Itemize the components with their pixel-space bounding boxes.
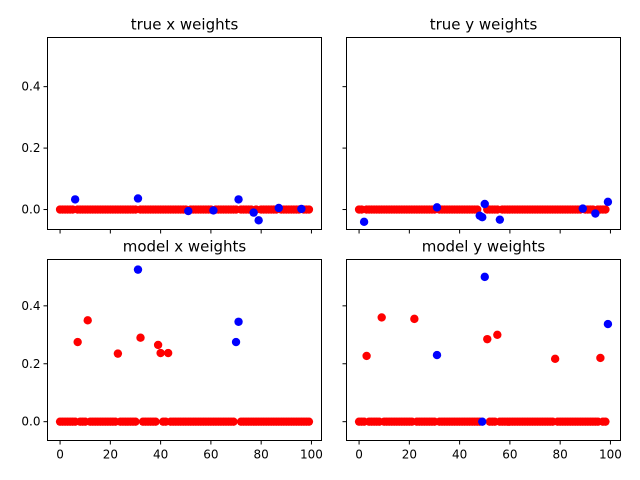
data-point-red [304,205,314,214]
chart-title: true x weights [131,16,239,34]
data-point-blue [133,194,143,203]
x-tick-label: 100 [599,448,622,462]
data-point-blue [70,195,80,204]
data-point-red [73,337,82,347]
data-point-blue [478,213,487,222]
data-point-red [362,351,371,361]
x-tick-label: 40 [153,448,168,462]
data-point-blue [234,317,243,326]
data-point-blue [297,204,306,214]
data-point-blue [359,217,369,227]
data-point-blue [133,265,143,274]
chart-title: model x weights [123,238,247,256]
data-point-red [136,333,145,342]
x-tick-label: 20 [103,448,118,462]
data-point-red [596,353,605,363]
data-point-blue [478,417,487,426]
x-tick-label: 20 [402,448,417,462]
data-point-blue [254,216,263,225]
x-tick-label: 80 [553,448,568,462]
data-point-blue [578,204,587,213]
chart-panel-4: model y weights 0 20 40 60 80 100 [342,238,622,462]
data-point-red [377,313,386,322]
y-tick-label: 0.2 [21,141,40,155]
data-point-red [163,348,173,358]
data-point-red [493,330,502,339]
data-point-red [304,417,314,426]
x-tick-label: 100 [300,448,323,462]
data-point-red [113,349,123,358]
data-point-blue [231,337,241,347]
x-tick-label: 0 [355,448,363,462]
data-point-red [131,417,140,426]
x-tick-label: 60 [502,448,517,462]
data-point-red [601,417,610,426]
data-point-blue [432,203,442,212]
data-point-red [151,417,160,426]
axes-frame [346,259,621,441]
x-tick-label: 60 [203,448,218,462]
y-tick-label: 0.0 [21,203,40,217]
chart-panel-2: true y weights [342,16,621,234]
data-point-blue [603,319,613,329]
data-point-blue [432,350,442,360]
x-tick-label: 0 [56,448,64,462]
data-point-blue [603,197,613,207]
data-point-red [153,340,163,350]
data-point-red [410,314,419,324]
y-tick-label: 0.2 [21,357,40,371]
axes-frame [47,259,322,441]
data-point-red [550,354,560,364]
data-point-red [229,417,238,426]
y-tick-label: 0.4 [21,299,40,313]
data-point-red [156,348,165,358]
data-point-blue [591,209,600,218]
chart-panel-3: model x weights 0 20 40 60 80 100 0.0 0.2 0.4 [21,238,322,462]
data-point-red [483,334,492,344]
axes-frame [346,37,621,230]
axes-frame [47,37,322,230]
data-point-blue [480,199,489,209]
y-tick-label: 0.4 [21,80,40,94]
chart-title: true y weights [430,16,538,34]
data-point-blue [495,215,505,224]
x-tick-label: 40 [452,448,467,462]
data-point-blue [234,195,243,204]
x-tick-label: 80 [254,448,269,462]
data-point-blue [184,206,193,216]
y-tick-label: 0.0 [21,415,40,429]
chart-title: model y weights [422,238,546,256]
chart-panel-1: true x weights 0.0 0.2 0.4 [21,16,322,234]
data-point-blue [209,206,218,215]
data-point-red [83,316,92,325]
data-point-blue [480,272,489,282]
data-point-red [601,205,610,214]
data-point-blue [274,203,283,213]
data-point-blue [249,208,258,217]
